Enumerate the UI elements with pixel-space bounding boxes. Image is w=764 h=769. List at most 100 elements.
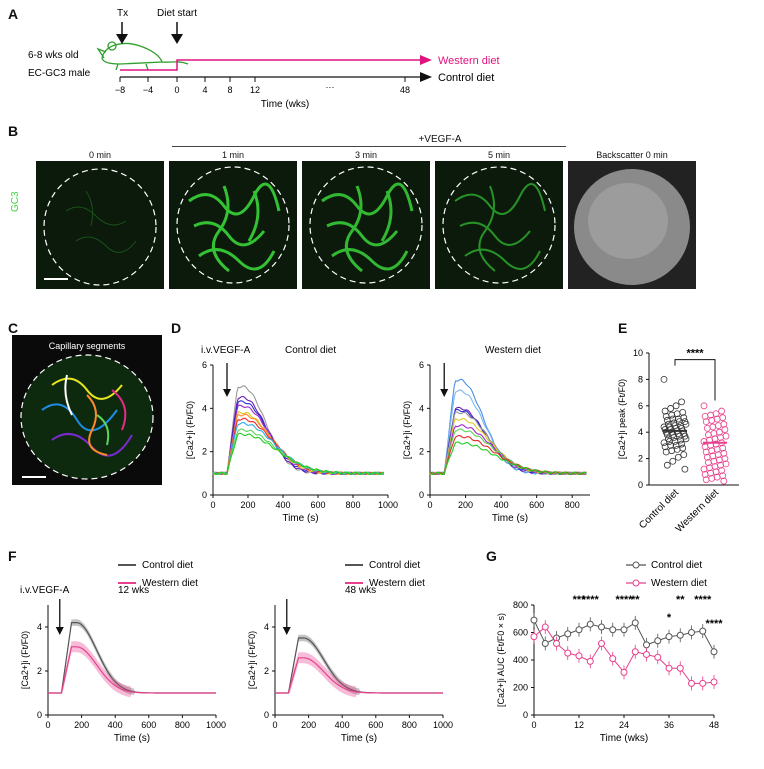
- x-tick-label: 1000: [206, 720, 226, 730]
- western-arrow-icon: [420, 55, 432, 65]
- legend-label: Western diet: [651, 578, 707, 589]
- y-tick-label: 0: [202, 490, 207, 500]
- data-point: [672, 442, 680, 449]
- data-point: [667, 405, 674, 412]
- y-tick-label: 4: [37, 622, 42, 632]
- data-point: [710, 648, 718, 656]
- x-tick-label: 400: [335, 720, 350, 730]
- panel-label-d: D: [171, 320, 182, 336]
- data-point: [586, 657, 594, 665]
- mean-trace: [48, 622, 216, 694]
- data-point: [665, 633, 673, 641]
- significance-bracket: [674, 359, 716, 401]
- x-axis-label: Time (s): [282, 513, 318, 524]
- panel-f-subplot-1: Control diet Western diet 0 2 4 0 200 400 600 800…: [247, 560, 453, 744]
- legend-marker: [632, 579, 640, 587]
- tick-a-4: 8: [227, 85, 232, 95]
- tick-a-3: 4: [202, 85, 207, 95]
- subplot-title: 12 wks: [118, 585, 149, 596]
- x-axis-label: Time (wks): [600, 733, 649, 744]
- vegf-arrow-icon: [223, 389, 231, 397]
- y-tick-label: 4: [419, 403, 424, 413]
- x-tick-label: 36: [664, 720, 674, 730]
- data-point: [598, 640, 605, 647]
- y-tick-label: 200: [513, 683, 528, 693]
- x-tick-label: 800: [565, 500, 580, 510]
- x-tick-label: 200: [458, 500, 473, 510]
- y-tick-label: 4: [264, 622, 269, 632]
- tx-label: Tx: [117, 8, 128, 19]
- data-point: [564, 649, 572, 657]
- significance-label: ****: [582, 594, 600, 606]
- data-point: [662, 412, 670, 420]
- data-point: [676, 664, 684, 672]
- x-tick-label: 600: [141, 720, 156, 730]
- trace-line: [429, 441, 587, 475]
- legend-label: Western diet: [369, 578, 425, 589]
- y-axis-label: [Ca2+]i (Ft/F0): [185, 401, 195, 459]
- data-point: [721, 426, 729, 433]
- significance-label: ****: [705, 618, 723, 630]
- control-diet-label: Control diet: [438, 72, 494, 84]
- data-point: [688, 629, 695, 636]
- img-title-0: 0 min: [88, 150, 111, 160]
- y-tick-label: 800: [513, 600, 528, 610]
- y-tick-label: 10: [633, 348, 643, 358]
- x-tick-label: 200: [74, 720, 89, 730]
- data-point: [564, 630, 572, 638]
- data-point: [660, 439, 668, 447]
- capillary-segments-image: Capillary segments: [12, 335, 162, 485]
- significance-label: ****: [615, 594, 633, 606]
- mean-trace: [48, 646, 216, 694]
- data-point: [669, 457, 677, 465]
- data-point: [719, 414, 727, 422]
- arrow-label: i.v.VEGF-A: [20, 585, 70, 596]
- sem-band: [275, 652, 443, 698]
- data-point: [714, 422, 722, 429]
- trace-line: [212, 404, 384, 475]
- data-point: [673, 445, 681, 453]
- x-tick-label: 1000: [433, 720, 453, 730]
- data-point: [669, 415, 677, 423]
- legend-label: Control diet: [142, 560, 193, 571]
- data-point: [654, 653, 662, 661]
- y-tick-label: 6: [202, 360, 207, 370]
- y-tick-label: 400: [513, 655, 528, 665]
- data-point: [530, 633, 538, 641]
- significance-label: ****: [694, 594, 712, 606]
- x-tick-label: 200: [301, 720, 316, 730]
- x-tick-label: 800: [175, 720, 190, 730]
- data-point: [679, 444, 687, 452]
- data-point: [541, 623, 549, 631]
- x-tick-label: 0: [272, 720, 277, 730]
- vegf-header: +VEGF-A: [418, 134, 462, 145]
- panel-g-auc-timecourse: Control diet Western diet 0 200 400 600 800 0 12…: [496, 560, 723, 744]
- y-axis-label: [Ca2+]i peak (Ft/F0): [617, 379, 627, 459]
- img-title-2: 3 min: [354, 150, 377, 160]
- data-point: [654, 637, 662, 645]
- data-point: [678, 398, 685, 406]
- trace-line: [429, 428, 587, 475]
- img-title-3: 5 min: [487, 150, 510, 160]
- x-tick-label: 24: [619, 720, 629, 730]
- x-tick-label: 600: [529, 500, 544, 510]
- image-backscatter: [568, 161, 696, 289]
- x-tick-label: 48: [709, 720, 719, 730]
- y-tick-label: 0: [638, 480, 643, 490]
- x-tick-label: 600: [310, 500, 325, 510]
- gc3-channel-label: GC3: [10, 191, 21, 212]
- data-point: [702, 476, 710, 484]
- x-tick-label: 1000: [378, 500, 398, 510]
- vegf-arrow-icon: [282, 627, 291, 635]
- mean-trace: [275, 637, 443, 694]
- data-point: [674, 453, 682, 461]
- image-1min: [169, 161, 297, 289]
- y-tick-label: 0: [523, 710, 528, 720]
- y-tick-label: 600: [513, 628, 528, 638]
- data-point: [703, 453, 711, 461]
- panel-label-c: C: [8, 320, 19, 336]
- data-point: [705, 459, 712, 466]
- y-axis-label: [Ca2+]i (Ft/F0): [20, 631, 30, 689]
